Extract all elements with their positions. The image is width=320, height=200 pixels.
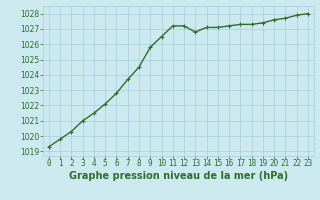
X-axis label: Graphe pression niveau de la mer (hPa): Graphe pression niveau de la mer (hPa)	[69, 171, 288, 181]
